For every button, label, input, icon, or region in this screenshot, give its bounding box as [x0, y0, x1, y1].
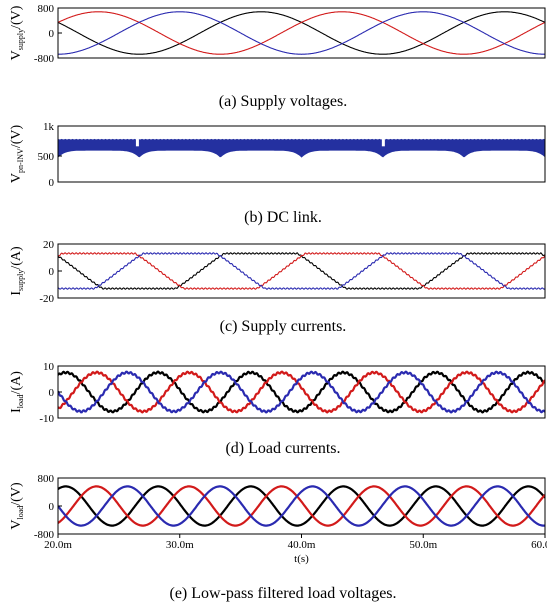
plot-frame-2: [57, 243, 546, 299]
x-tick-label: 50.0m: [409, 539, 437, 551]
y-tick-label: 10: [43, 361, 55, 373]
y-tick-label: 0: [49, 501, 55, 513]
y-axis-label-main: I: [9, 408, 24, 413]
dc-link-notch-1: [381, 138, 385, 147]
dc-link-notch-0: [135, 138, 139, 147]
y-tick-label: 0: [49, 387, 55, 399]
y-axis-label-main: V: [9, 519, 24, 529]
y-axis-label-sub: supply: [16, 29, 25, 50]
dc-link-band: [58, 138, 545, 158]
plot-area-0: [58, 11, 545, 55]
series-line-2: [58, 370, 545, 414]
series-line-1: [58, 252, 545, 290]
series-line-1: [58, 370, 545, 414]
series-line-0: [58, 252, 545, 290]
plot-area-1: [58, 138, 545, 158]
y-axis-label-main: V: [9, 50, 24, 60]
plot-frame-1: [57, 125, 546, 183]
y-axis-label-sub: load: [16, 394, 25, 408]
series-line-0: [58, 11, 545, 55]
y-tick-label: 800: [38, 3, 55, 15]
y-axis-label-unit: /(V): [9, 5, 24, 29]
y-axis-label-unit: /(V): [9, 124, 24, 148]
series-line-1: [58, 11, 545, 55]
x-tick-label: 30.0m: [166, 539, 194, 551]
series-line-1: [58, 485, 545, 527]
y-axis-label: Iload/(A): [9, 371, 25, 413]
y-tick-label: 0: [49, 28, 55, 40]
series-line-0: [58, 370, 545, 414]
panel-caption: (a) Supply voltages.: [219, 93, 347, 110]
series-line-2: [58, 485, 545, 527]
x-tick-label: 20.0m: [44, 539, 72, 551]
y-tick-label: -800: [34, 529, 55, 541]
y-tick-label: 0: [49, 177, 55, 189]
plot-area-3: [58, 370, 545, 414]
y-axis-label-sub: supply: [16, 270, 25, 291]
y-tick-label: 0: [49, 266, 55, 278]
y-axis-label-unit: /(A): [9, 371, 24, 395]
y-axis-label-main: V: [9, 173, 24, 183]
y-axis-label: Vload/(V): [9, 482, 25, 530]
y-tick-label: -20: [39, 293, 54, 305]
y-tick-label: 500: [38, 151, 55, 163]
plot-area-4: [58, 485, 545, 527]
y-tick-label: 800: [38, 473, 55, 485]
y-axis-label-unit: /(A): [9, 246, 24, 270]
plot-frame-0: [57, 7, 546, 59]
series-line-2: [58, 11, 545, 55]
plot-area-2: [58, 252, 545, 290]
x-axis-label: t(s): [294, 553, 309, 565]
x-tick-label: 40.0m: [288, 539, 316, 551]
panel-caption: (b) DC link.: [244, 209, 322, 226]
x-tick-label: 60.0m: [531, 539, 547, 551]
series-line-2: [58, 252, 545, 290]
y-tick-label: -10: [39, 413, 54, 425]
y-axis-label: Isupply/(A): [9, 246, 25, 296]
y-axis-label: Vsupply/(V): [9, 5, 25, 60]
y-tick-label: 1k: [43, 121, 55, 133]
panel-caption: (c) Supply currents.: [220, 318, 347, 335]
y-axis-label-sub: load: [16, 506, 25, 520]
series-line-0: [58, 485, 545, 527]
panel-caption: (d) Load currents.: [225, 440, 340, 457]
y-axis-label-sub: pn-INV: [16, 148, 25, 173]
panel-caption: (e) Low-pass filtered load voltages.: [169, 585, 396, 602]
y-axis-label-unit: /(V): [9, 482, 24, 506]
y-axis-label-main: I: [9, 291, 24, 296]
y-tick-label: -800: [34, 53, 55, 65]
y-axis-label: Vpn-INV/(V): [9, 124, 25, 183]
y-tick-label: 20: [43, 239, 55, 251]
